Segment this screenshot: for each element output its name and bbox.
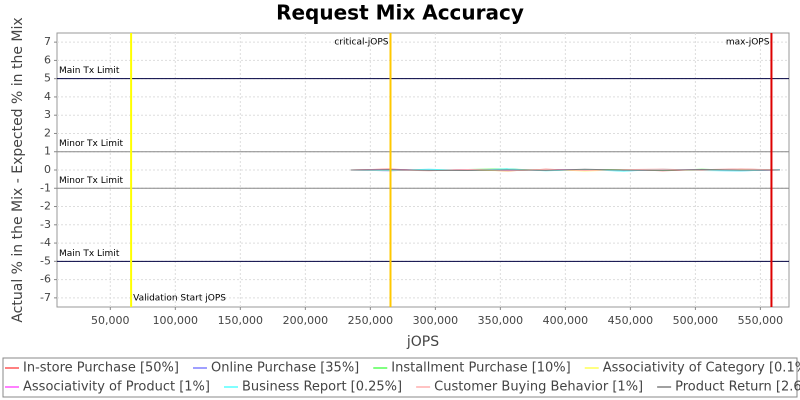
threshold-label: Minor Tx Limit: [59, 139, 124, 149]
legend-label: Customer Buying Behavior [1%]: [434, 380, 643, 395]
threshold-label: Minor Tx Limit: [59, 176, 124, 186]
marker-label: max-jOPS: [726, 38, 770, 48]
y-tick-label: 2: [44, 126, 51, 139]
series-line: [350, 168, 780, 172]
y-tick-label: 5: [44, 72, 51, 85]
y-tick-label: -6: [40, 273, 51, 286]
marker-label: Validation Start jOPS: [133, 294, 226, 304]
x-tick-label: 250,000: [348, 314, 394, 327]
legend-label: Online Purchase [35%]: [211, 361, 359, 376]
threshold-label: Main Tx Limit: [59, 249, 120, 259]
x-tick-label: 100,000: [153, 314, 199, 327]
x-tick-label: 550,000: [738, 314, 784, 327]
x-axis-label: jOPS: [406, 334, 439, 350]
y-tick-label: 0: [44, 163, 51, 176]
marker-label: critical-jOPS: [334, 38, 388, 48]
x-tick-label: 150,000: [218, 314, 264, 327]
y-tick-label: 3: [44, 108, 51, 121]
legend-box: [2, 357, 798, 398]
x-tick-label: 450,000: [608, 314, 654, 327]
y-tick-label: -3: [40, 218, 51, 231]
legend-label: Product Return [2.65%]: [675, 380, 800, 395]
y-tick-label: -5: [40, 254, 51, 267]
x-tick-label: 200,000: [283, 314, 329, 327]
y-tick-label: 7: [44, 35, 51, 48]
x-tick-label: 300,000: [413, 314, 459, 327]
y-tick-label: 1: [44, 145, 51, 158]
y-tick-label: -2: [40, 200, 51, 213]
chart-title: Request Mix Accuracy: [276, 1, 524, 25]
y-tick-label: -7: [40, 291, 51, 304]
y-tick-label: 4: [44, 90, 51, 103]
x-tick-label: 50,000: [91, 314, 130, 327]
legend-label: Associativity of Product [1%]: [23, 380, 210, 395]
legend-label: Associativity of Category [0.1%]: [603, 361, 800, 376]
x-tick-label: 400,000: [543, 314, 589, 327]
x-tick-label: 500,000: [673, 314, 719, 327]
legend-label: Business Report [0.25%]: [242, 380, 402, 395]
y-tick-label: -1: [40, 181, 51, 194]
y-tick-label: 6: [44, 53, 51, 66]
legend-label: In-store Purchase [50%]: [23, 361, 179, 376]
threshold-label: Main Tx Limit: [59, 66, 120, 76]
y-axis-label: Actual % in the Mix - Expected % in the …: [10, 17, 26, 322]
legend-label: Installment Purchase [10%]: [391, 361, 570, 376]
y-tick-label: -4: [40, 236, 51, 249]
x-tick-label: 350,000: [478, 314, 524, 327]
